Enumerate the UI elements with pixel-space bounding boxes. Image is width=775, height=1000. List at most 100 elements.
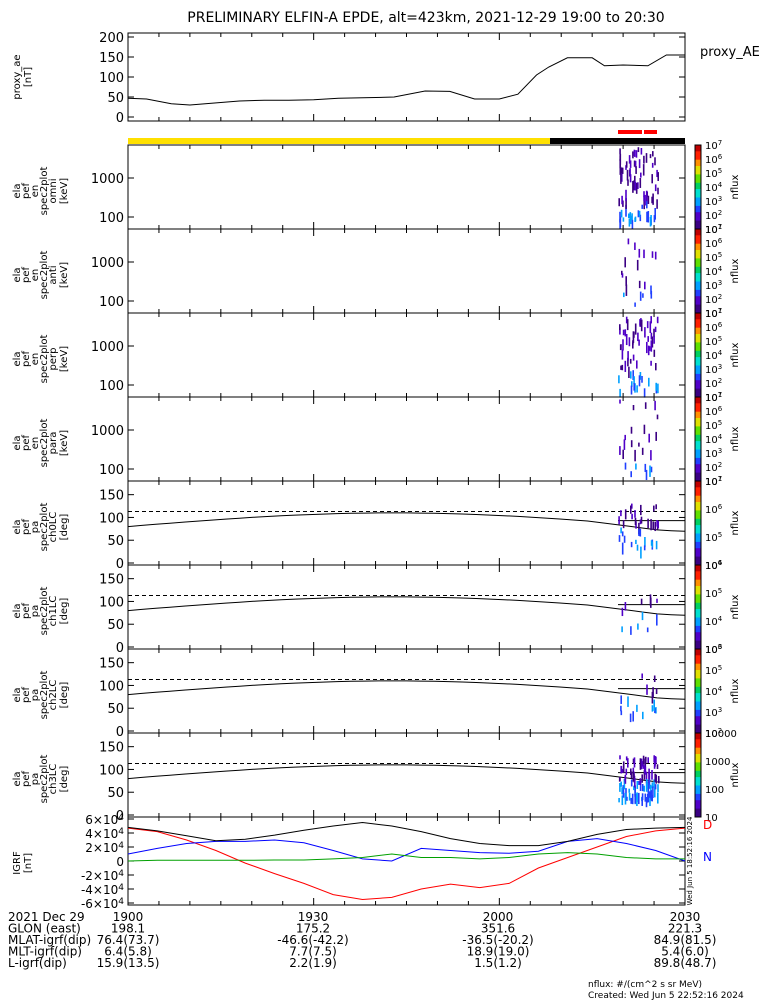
colorbar-cell [695,745,701,749]
colorbar-cell [695,716,701,719]
y-tick-label: 100 [99,295,124,310]
spectrogram-cell [625,189,627,201]
spectrogram-cell [628,792,631,801]
y-axis-label-line: [keV] [59,178,70,204]
colorbar-cell [695,682,701,686]
colorbar-cell [695,495,701,499]
colorbar-cell [695,420,701,423]
colorbar-cell [695,300,701,303]
colorbar-cell [695,552,701,555]
spectrogram-cell [628,337,631,347]
spectrogram-cell [632,181,634,193]
colorbar-tick-label: 104 [705,181,723,194]
spectrogram-cell [647,345,650,356]
spectrogram-cell [654,184,657,192]
spectrogram-cell [649,321,652,333]
spectrogram-cell [643,197,645,210]
spectrogram-cell [621,195,623,205]
spectrogram-cell [632,771,635,782]
spectrogram-cell [652,151,654,157]
colorbar-cell [695,709,701,713]
spectrogram-cell [639,780,642,791]
y-axis-label-line: [nT] [23,853,34,873]
spectrogram-cell [627,357,629,367]
spectrogram-cell [619,148,621,155]
colorbar-tick-label: 10 [705,813,718,824]
spectrogram-cell [635,539,637,545]
x-axis-row-value: 89.8(48.7) [654,956,717,970]
colorbar-cell [695,199,701,203]
colorbar-cell [695,231,701,234]
colorbar-cell [695,214,701,217]
colorbar-cell [695,392,701,396]
spectrogram-cell [631,513,633,520]
colorbar-tick-label: 106 [705,559,723,572]
spectrogram-cell [640,320,642,327]
colorbar-cell [695,630,701,633]
spectrogram-cell [640,546,642,559]
x-axis-row-value: 198.1 [111,922,145,936]
spectrogram-cell [655,756,657,764]
spectrogram-cell [643,155,645,164]
spectrogram-cell [620,527,622,534]
colorbar-cell [695,342,701,345]
colorbar-cell [695,271,701,274]
spectrogram-cell [654,208,656,220]
spectrogram-cell [619,783,621,792]
spectrogram-cell [632,758,635,764]
colorbar-cell [695,481,701,484]
y-tick-label: 50 [107,618,124,633]
colorbar-cell [695,567,701,570]
y-axis-label-line: [keV] [59,262,70,288]
spectrogram-cell [640,598,643,605]
colorbar-tick-label: 103 [705,643,722,656]
spectrogram-cell [645,469,648,481]
spectrogram-cell [619,169,622,175]
spectrogram-cell [636,544,639,551]
colorbar-cell [695,413,701,417]
y-axis-label-line: pa [30,689,41,701]
spectrogram-cell [646,341,648,354]
colorbar-cell [695,285,701,289]
spectrogram-cell [650,340,653,352]
colorbar-tick-label: 106 [705,237,723,250]
spectrogram-cell [634,175,636,182]
colorbar-cell [695,672,701,675]
spectrogram-frame-para [127,396,686,482]
colorbar-cell [695,720,701,723]
spectrogram-cell [618,375,620,384]
colorbar-cell [695,577,701,581]
colorbar-cell [695,787,701,791]
colorbar-cell [695,361,701,364]
spectrogram-cell [650,332,653,340]
spectrogram-cell [634,242,636,250]
y-axis-label: IGRF [nT] [12,851,34,875]
spectrogram-cell [620,510,622,517]
spectrogram-cell [655,707,657,714]
spectrogram-cell [653,675,656,683]
spectrogram-cell [654,786,656,798]
spectrogram-cell [625,161,628,168]
y-axis-label-line: proxy_ae [12,54,23,99]
colorbar-cell [695,772,701,776]
y-tick-label: 1000 [91,340,124,355]
spectrogram-cell [654,326,657,333]
colorbar-cell [695,573,701,576]
y-axis-label-line: pa [30,605,41,617]
colorbar-cell [695,371,701,375]
plot-title: PRELIMINARY ELFIN-A EPDE, alt=423km, 202… [187,10,664,26]
footer-units: nflux: #/(cm^2 s sr MeV) [588,980,702,990]
colorbar-cell [695,586,701,589]
spectrogram-cell [654,784,657,790]
colorbar-cell [695,770,701,774]
colorbar-cell [695,518,701,522]
colorbar-tick-label: 106 [705,405,723,418]
colorbar-cell [695,728,701,732]
colorbar-cell [695,195,701,198]
colorbar-cell [695,373,701,377]
colorbar-cell [695,791,701,795]
colorbar-cell [695,609,701,612]
spectrogram-cell [637,210,640,218]
colorbar-cell [695,302,701,306]
